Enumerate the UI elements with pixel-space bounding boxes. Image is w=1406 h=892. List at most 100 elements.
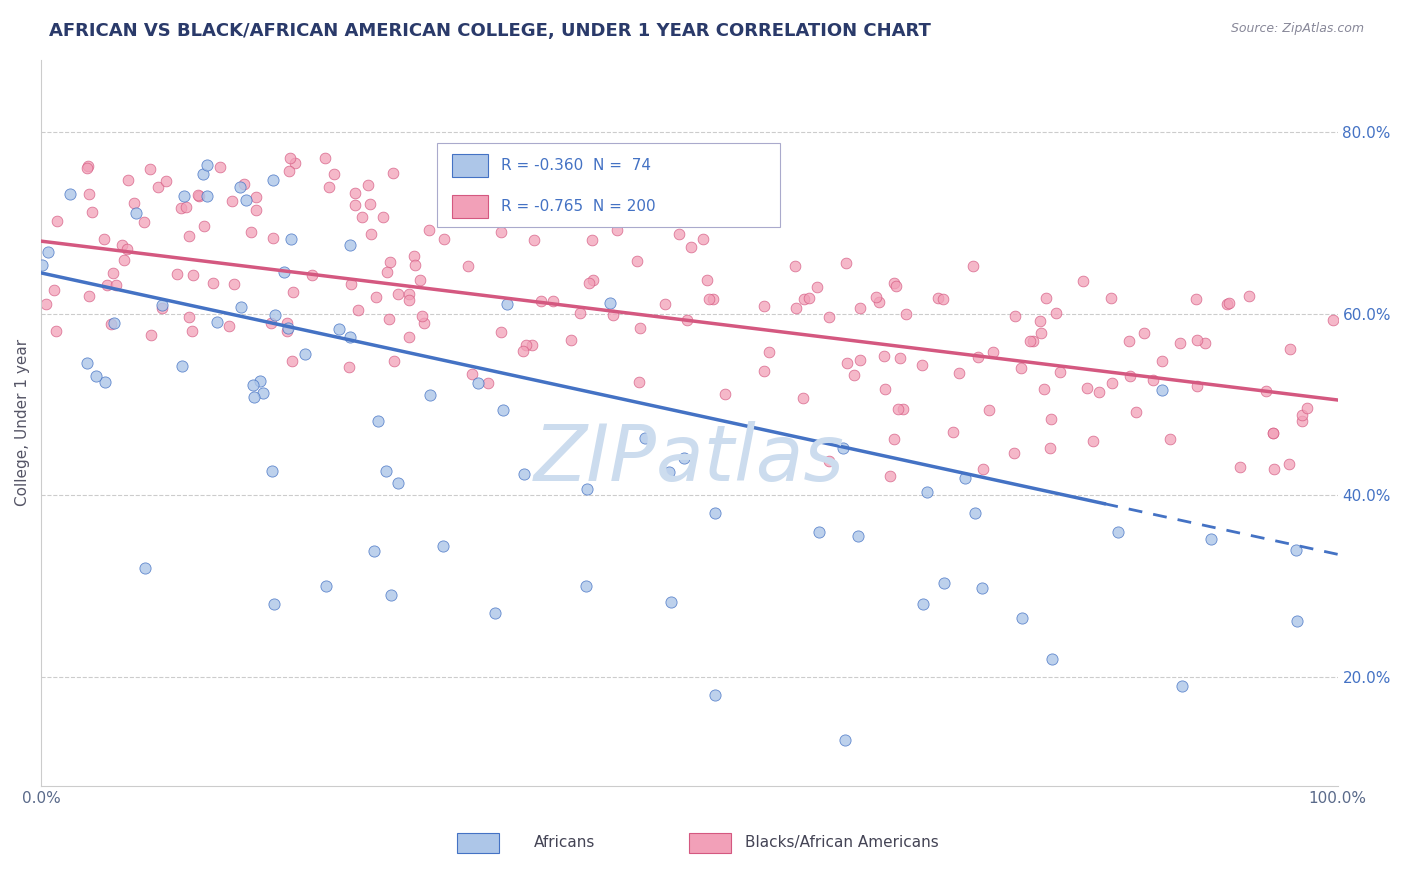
Point xyxy=(139,328,162,343)
Point xyxy=(1185,379,1208,393)
Point xyxy=(966,350,988,364)
Point xyxy=(467,376,489,390)
Point xyxy=(197,157,219,171)
Text: R = -0.360  N =  74: R = -0.360 N = 74 xyxy=(502,158,651,173)
Point xyxy=(457,260,479,274)
Point xyxy=(340,277,363,291)
Point xyxy=(1125,405,1147,419)
Point xyxy=(328,322,350,336)
Point xyxy=(783,259,806,273)
Point xyxy=(235,193,257,207)
Point xyxy=(387,475,409,490)
Point xyxy=(103,317,125,331)
Point xyxy=(560,333,582,347)
Point xyxy=(77,289,100,303)
Point xyxy=(972,462,994,476)
Point xyxy=(808,524,831,539)
Point xyxy=(1168,335,1191,350)
Point xyxy=(367,414,389,428)
Point xyxy=(347,302,370,317)
Point xyxy=(125,205,148,219)
Point xyxy=(380,588,402,602)
Point xyxy=(139,161,162,176)
Point xyxy=(264,308,287,322)
Point xyxy=(260,465,283,479)
Point xyxy=(80,204,103,219)
Point xyxy=(371,210,394,224)
Point xyxy=(1073,274,1095,288)
Point xyxy=(112,253,135,268)
Point xyxy=(281,285,304,299)
Point xyxy=(418,223,440,237)
Point xyxy=(1022,334,1045,348)
Point xyxy=(846,529,869,543)
Point xyxy=(1118,369,1140,384)
Point xyxy=(942,425,965,439)
Point xyxy=(696,273,718,287)
Point xyxy=(1019,334,1042,349)
Point xyxy=(323,167,346,181)
Point xyxy=(46,213,69,227)
Point xyxy=(834,733,856,747)
Point xyxy=(245,202,267,217)
Point xyxy=(132,215,155,229)
Point xyxy=(848,301,870,316)
Point xyxy=(522,233,544,247)
Point xyxy=(408,273,430,287)
Point xyxy=(339,238,361,252)
Point xyxy=(45,324,67,338)
Point xyxy=(932,293,955,307)
Point xyxy=(461,368,484,382)
Point xyxy=(868,294,890,309)
Point xyxy=(896,307,918,321)
Point xyxy=(432,539,454,553)
Point xyxy=(231,300,253,314)
Point xyxy=(276,324,298,338)
Point xyxy=(280,232,302,246)
Point xyxy=(818,453,841,467)
Point xyxy=(273,265,295,279)
Point xyxy=(1150,353,1173,368)
Point xyxy=(873,349,896,363)
Point xyxy=(115,243,138,257)
Point xyxy=(101,267,124,281)
Point xyxy=(818,310,841,325)
Point xyxy=(702,292,724,306)
Point xyxy=(84,368,107,383)
Point xyxy=(301,268,323,282)
Point xyxy=(628,321,651,335)
Point xyxy=(122,195,145,210)
Point xyxy=(606,223,628,237)
Point xyxy=(117,173,139,187)
Point xyxy=(1107,524,1129,539)
Point xyxy=(1101,376,1123,390)
Point xyxy=(1261,425,1284,440)
Point xyxy=(181,268,204,282)
Point xyxy=(262,230,284,244)
Point xyxy=(578,276,600,290)
Bar xyxy=(453,194,488,218)
Point xyxy=(1296,401,1319,415)
Point xyxy=(37,244,59,259)
Point xyxy=(181,324,204,338)
Point xyxy=(339,330,361,344)
Point xyxy=(672,451,695,466)
Point xyxy=(31,258,53,272)
Point xyxy=(1045,306,1067,320)
Point xyxy=(150,301,173,316)
Point xyxy=(569,306,592,320)
Point xyxy=(187,187,209,202)
Point xyxy=(398,293,420,307)
Point xyxy=(962,260,984,274)
Point xyxy=(76,355,98,369)
Point xyxy=(837,356,859,370)
Point xyxy=(222,277,245,291)
Point xyxy=(42,283,65,297)
Point xyxy=(260,316,283,330)
Point xyxy=(704,688,727,702)
Point xyxy=(374,464,396,478)
Point xyxy=(242,390,264,404)
Point xyxy=(1218,296,1240,310)
Point xyxy=(412,316,434,330)
Point xyxy=(491,326,513,340)
